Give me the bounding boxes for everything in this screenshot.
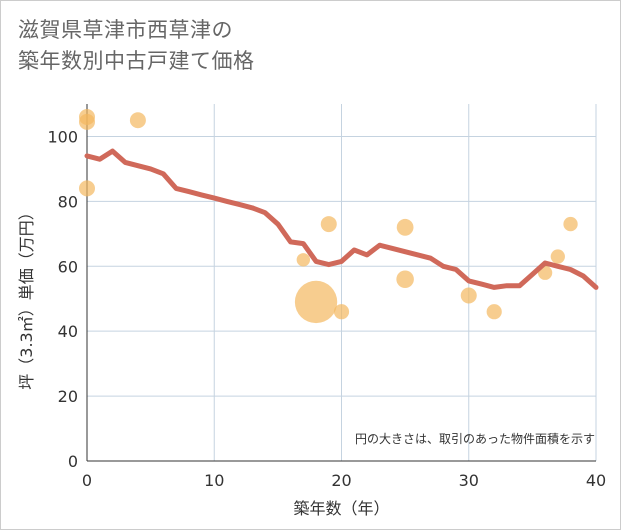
- x-tick-labels: 0 10 20 30 40: [82, 471, 606, 490]
- scatter-point: [79, 113, 95, 130]
- scatter-point: [320, 216, 337, 233]
- average-line: [84, 148, 599, 290]
- x-tick-label: 20: [331, 471, 351, 490]
- chart-title: 滋賀県草津市西草津の 築年数別中古戸建て価格: [18, 15, 255, 77]
- scatter-point: [486, 304, 502, 320]
- scatter-point: [396, 270, 414, 289]
- y-axis-label: 坪（3.3㎡）単価（万円）: [17, 204, 36, 389]
- scatter-point: [333, 304, 350, 320]
- size-note: 円の大きさは、取引のあった物件面積を示す: [355, 431, 595, 446]
- scatter-point: [296, 253, 311, 267]
- scatter-point: [294, 280, 338, 324]
- y-tick-label: 100: [47, 127, 78, 146]
- y-tick-label: 80: [58, 192, 78, 211]
- y-tick-label: 0: [68, 452, 78, 471]
- x-tick-label: 30: [459, 471, 479, 490]
- x-tick-label: 40: [586, 471, 606, 490]
- scatter-point: [79, 180, 95, 197]
- scatter-point: [460, 287, 477, 304]
- y-tick-label: 20: [58, 387, 78, 406]
- chart-title-line1: 滋賀県草津市西草津の: [18, 18, 233, 42]
- x-tick-label: 10: [204, 471, 224, 490]
- chart-title-line2: 築年数別中古戸建て価格: [18, 49, 255, 73]
- scatter-point: [550, 249, 565, 264]
- x-tick-label: 0: [82, 471, 92, 490]
- y-tick-labels: 0 20 40 60 80 100: [47, 127, 78, 471]
- x-axis-label: 築年数（年）: [293, 499, 389, 518]
- scatter-point: [129, 112, 146, 129]
- scatter-point: [563, 216, 578, 232]
- y-tick-label: 40: [58, 322, 78, 341]
- grid: [86, 104, 597, 462]
- y-tick-label: 60: [58, 257, 78, 276]
- scatter-point: [396, 218, 414, 236]
- average-line-path: [84, 148, 599, 290]
